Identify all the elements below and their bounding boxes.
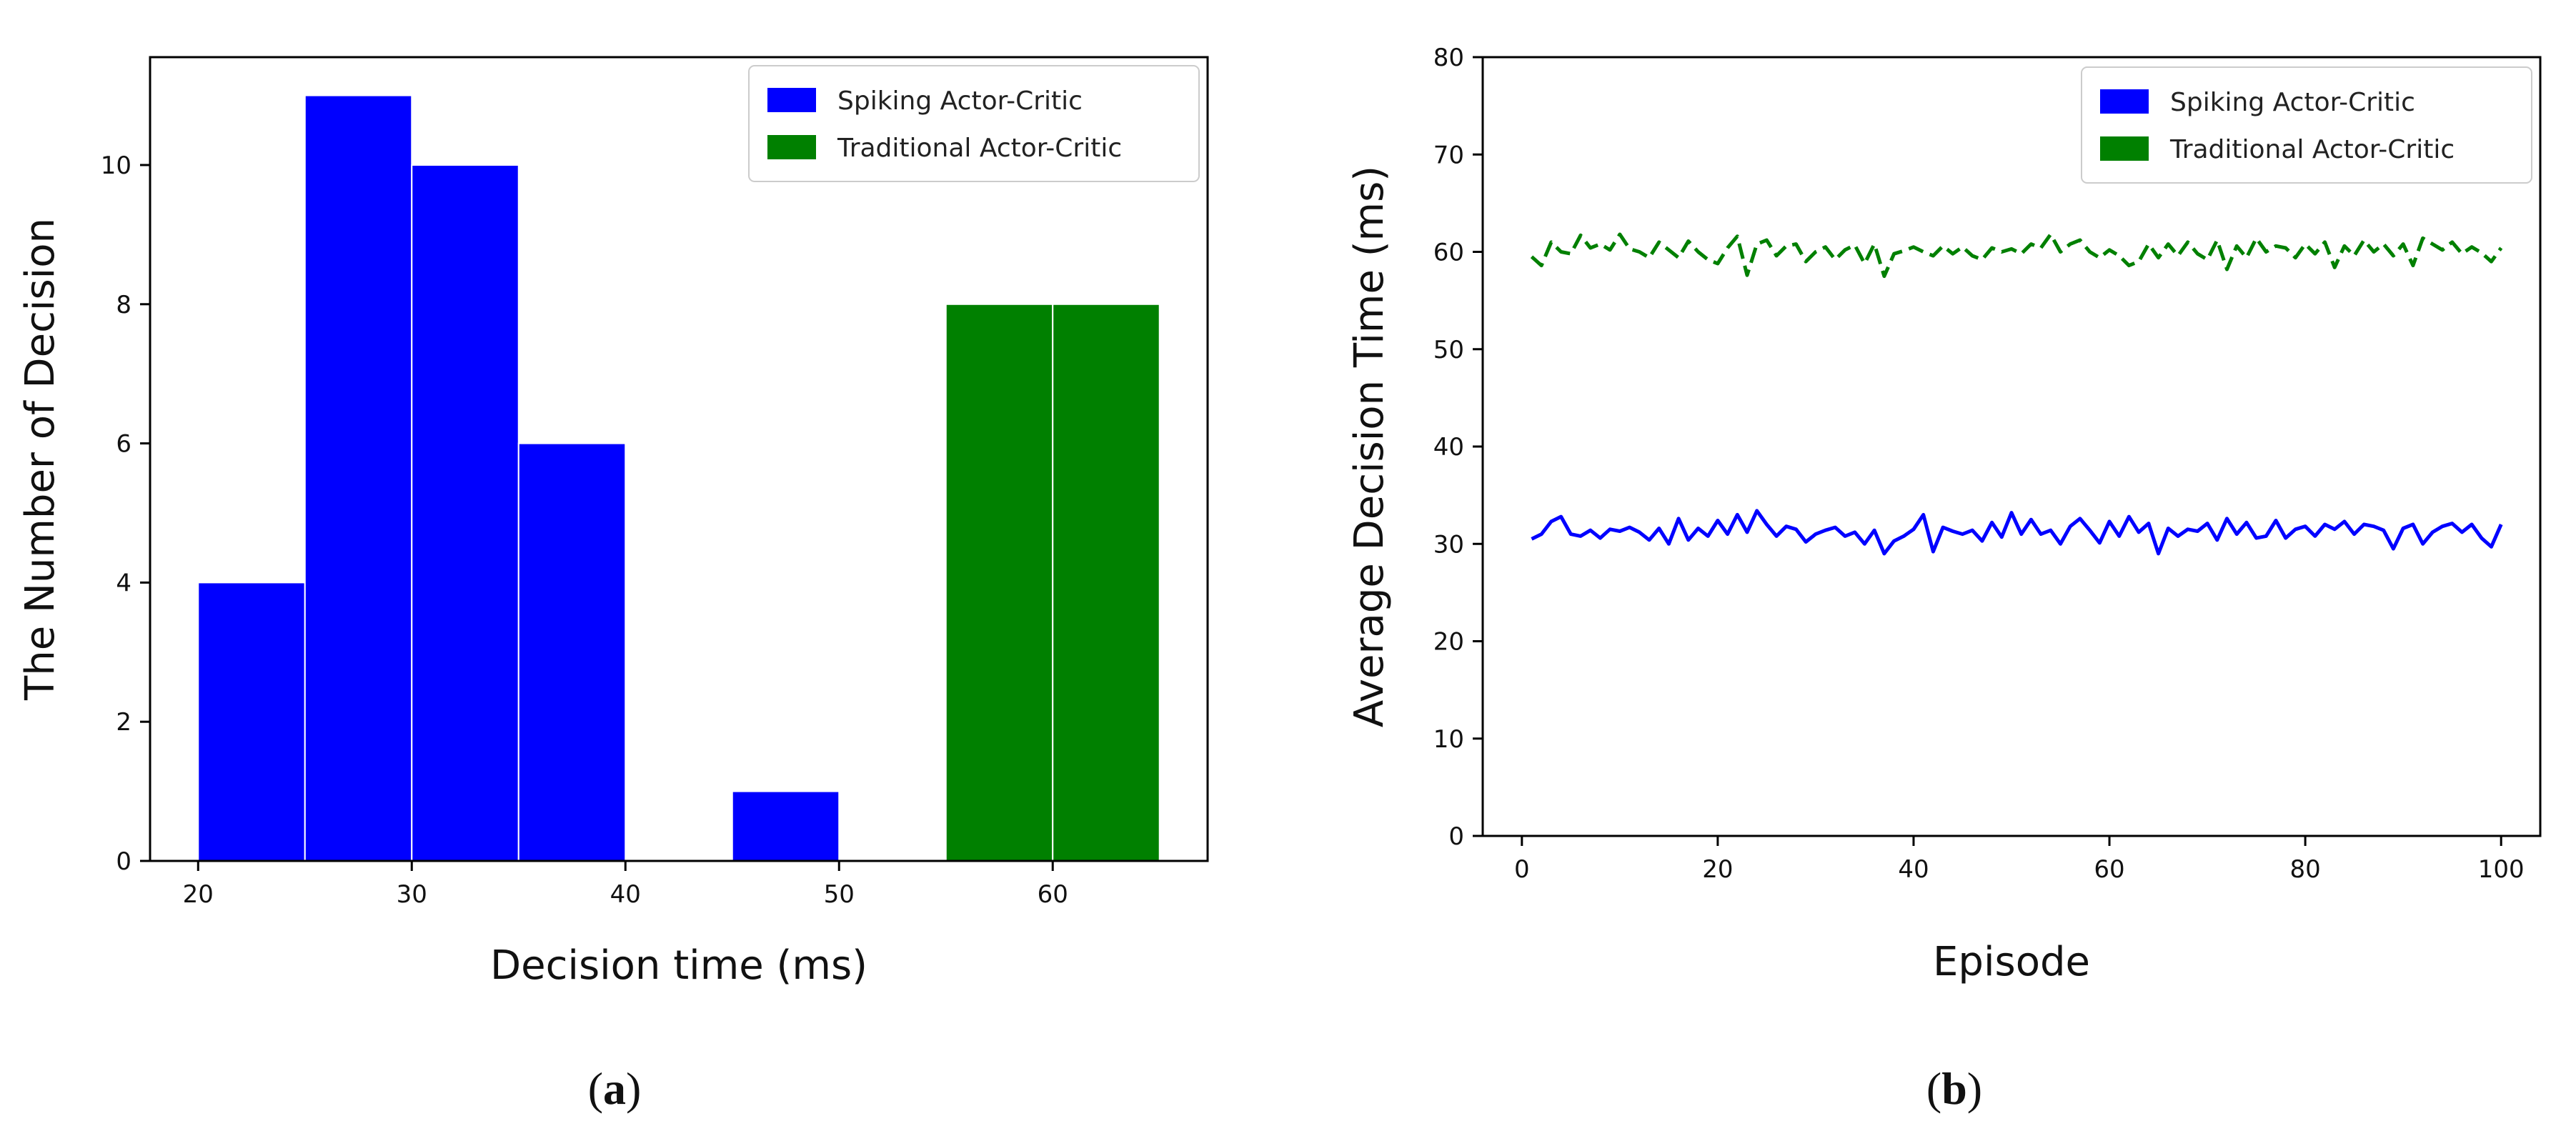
panel-a-x-tick-label-0: 20 — [183, 880, 214, 909]
panel-a-y-tick-label-5: 10 — [101, 151, 131, 180]
panel-a-x-axis-label: Decision time (ms) — [490, 942, 867, 989]
panel-b-tag-close: ) — [1967, 1063, 1982, 1114]
panel-a-bar-s0-1 — [304, 94, 413, 862]
panel-b-legend: Spiking Actor-Critic Traditional Actor-Cr… — [2081, 66, 2532, 184]
panel-b-x-ticks: 0 20 40 60 80 100 — [1514, 836, 2525, 884]
panel-b-tag-letter: b — [1941, 1063, 1967, 1114]
panel-b-y-tick-label-5: 50 — [1433, 336, 1464, 364]
panel-b-x-tick-label-4: 80 — [2289, 855, 2320, 884]
panel-b-legend-swatch-0 — [2100, 89, 2149, 114]
panel-b-caption-tag: (b) — [1926, 1063, 1982, 1114]
panel-a-tag-close: ) — [626, 1063, 641, 1114]
panel-a-bar-s1-1 — [1052, 303, 1160, 862]
panel-a-y-tick-label-4: 8 — [116, 291, 131, 319]
panel-a-y-ticks: 0 2 4 6 8 10 — [101, 151, 150, 876]
panel-b-y-tick-label-1: 10 — [1433, 725, 1464, 754]
panel-b-x-tick-label-0: 0 — [1514, 855, 1530, 884]
panel-a-y-tick-label-3: 6 — [116, 430, 131, 459]
panel-a-axes-frame — [149, 56, 1209, 862]
panel-a-y-tick-label-2: 4 — [116, 569, 131, 597]
panel-a-bar-s0-3 — [517, 442, 627, 862]
panel-b-y-tick-label-6: 60 — [1433, 239, 1464, 267]
panel-a-x-tick-label-3: 50 — [824, 880, 855, 909]
panel-a-x-tick-label-4: 60 — [1038, 880, 1068, 909]
panel-b-line-chart: 0 20 40 60 80 100 0 10 20 30 40 50 60 70 80 Episode A… — [1336, 0, 2576, 1114]
panel-a-bar-s0-4 — [731, 790, 840, 862]
panel-b-legend-box — [2081, 66, 2532, 184]
panel-a-tag-letter: a — [603, 1063, 626, 1114]
panel-b-x-tick-label-3: 60 — [2094, 855, 2124, 884]
panel-b-y-axis-label: Average Decision Time (ms) — [1346, 166, 1393, 727]
panel-a-bar-s0-2 — [411, 164, 519, 862]
panel-a-legend: Spiking Actor-Critic Traditional Actor-Cr… — [748, 65, 1200, 182]
panel-a-legend-label-1: Traditional Actor-Critic — [837, 134, 1122, 163]
panel-a-x-tick-label-2: 40 — [610, 880, 641, 909]
panel-a-legend-swatch-0 — [767, 88, 816, 112]
panel-b-x-tick-label-1: 20 — [1702, 855, 1733, 884]
panel-b-lines — [1530, 232, 2503, 556]
panel-a-legend-box — [748, 65, 1200, 182]
panel-b-series-line-0 — [1531, 509, 2503, 556]
panel-b-y-tick-label-0: 0 — [1448, 822, 1464, 851]
panel-a-bar-s1-0 — [945, 303, 1054, 862]
panel-a-caption-tag: (a) — [588, 1063, 642, 1114]
panel-b-tag-open: ( — [1926, 1063, 1941, 1114]
panel-a-bars — [197, 94, 1160, 862]
panel-a-y-tick-label-0: 0 — [116, 847, 131, 876]
panel-b-legend-label-1: Traditional Actor-Critic — [2169, 135, 2455, 164]
panel-a-y-axis-label: The Number of Decision — [17, 218, 64, 701]
panel-a-y-tick-label-1: 2 — [116, 708, 131, 737]
panel-a-bar-s0-0 — [197, 582, 306, 862]
panel-a-histogram: 20 30 40 50 60 0 2 4 6 8 10 Decision time (ms) Th… — [0, 0, 1236, 1114]
panel-b-x-tick-label-2: 40 — [1898, 855, 1929, 884]
panel-b-y-tick-label-8: 80 — [1433, 44, 1464, 72]
panel-b-y-tick-label-2: 20 — [1433, 628, 1464, 657]
panel-b-y-ticks: 0 10 20 30 40 50 60 70 80 — [1433, 44, 1483, 851]
panel-b-legend-swatch-1 — [2100, 136, 2149, 161]
panel-a-legend-swatch-1 — [767, 135, 816, 159]
panel-a-legend-label-0: Spiking Actor-Critic — [837, 86, 1083, 116]
panel-b-x-axis-label: Episode — [1933, 939, 2090, 985]
panel-b-legend-label-0: Spiking Actor-Critic — [2170, 88, 2415, 117]
panel-b-y-tick-label-3: 30 — [1433, 530, 1464, 559]
panel-a-x-tick-label-1: 30 — [397, 880, 427, 909]
panel-b-x-tick-label-5: 100 — [2478, 855, 2525, 884]
panel-b-y-tick-label-4: 40 — [1433, 433, 1464, 462]
panel-b-y-tick-label-7: 70 — [1433, 141, 1464, 169]
panel-a-tag-open: ( — [588, 1063, 603, 1114]
panel-a-x-ticks: 20 30 40 50 60 — [183, 861, 1068, 909]
